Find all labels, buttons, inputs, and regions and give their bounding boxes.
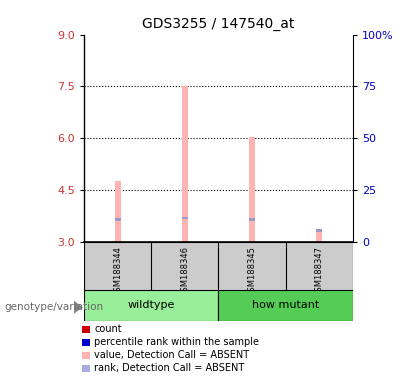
Text: count: count bbox=[94, 324, 122, 334]
Polygon shape bbox=[74, 300, 83, 314]
Text: GSM188345: GSM188345 bbox=[247, 246, 257, 296]
Text: GSM188347: GSM188347 bbox=[315, 246, 324, 297]
Bar bbox=[115, 218, 121, 221]
Bar bbox=[316, 230, 322, 242]
Text: GDS3255 / 147540_at: GDS3255 / 147540_at bbox=[142, 17, 294, 31]
Bar bbox=[84, 290, 218, 321]
Bar bbox=[249, 137, 255, 242]
Bar bbox=[218, 290, 353, 321]
Text: genotype/variation: genotype/variation bbox=[4, 302, 103, 312]
Text: GSM188346: GSM188346 bbox=[180, 246, 189, 297]
Bar bbox=[182, 86, 188, 242]
Bar bbox=[182, 217, 188, 220]
Text: how mutant: how mutant bbox=[252, 300, 319, 310]
Text: rank, Detection Call = ABSENT: rank, Detection Call = ABSENT bbox=[94, 363, 245, 373]
Bar bbox=[249, 218, 255, 221]
Bar bbox=[316, 230, 322, 232]
Text: wildtype: wildtype bbox=[128, 300, 175, 310]
Text: percentile rank within the sample: percentile rank within the sample bbox=[94, 337, 260, 347]
Bar bbox=[115, 182, 121, 242]
Text: value, Detection Call = ABSENT: value, Detection Call = ABSENT bbox=[94, 350, 249, 360]
Text: GSM188344: GSM188344 bbox=[113, 246, 122, 296]
